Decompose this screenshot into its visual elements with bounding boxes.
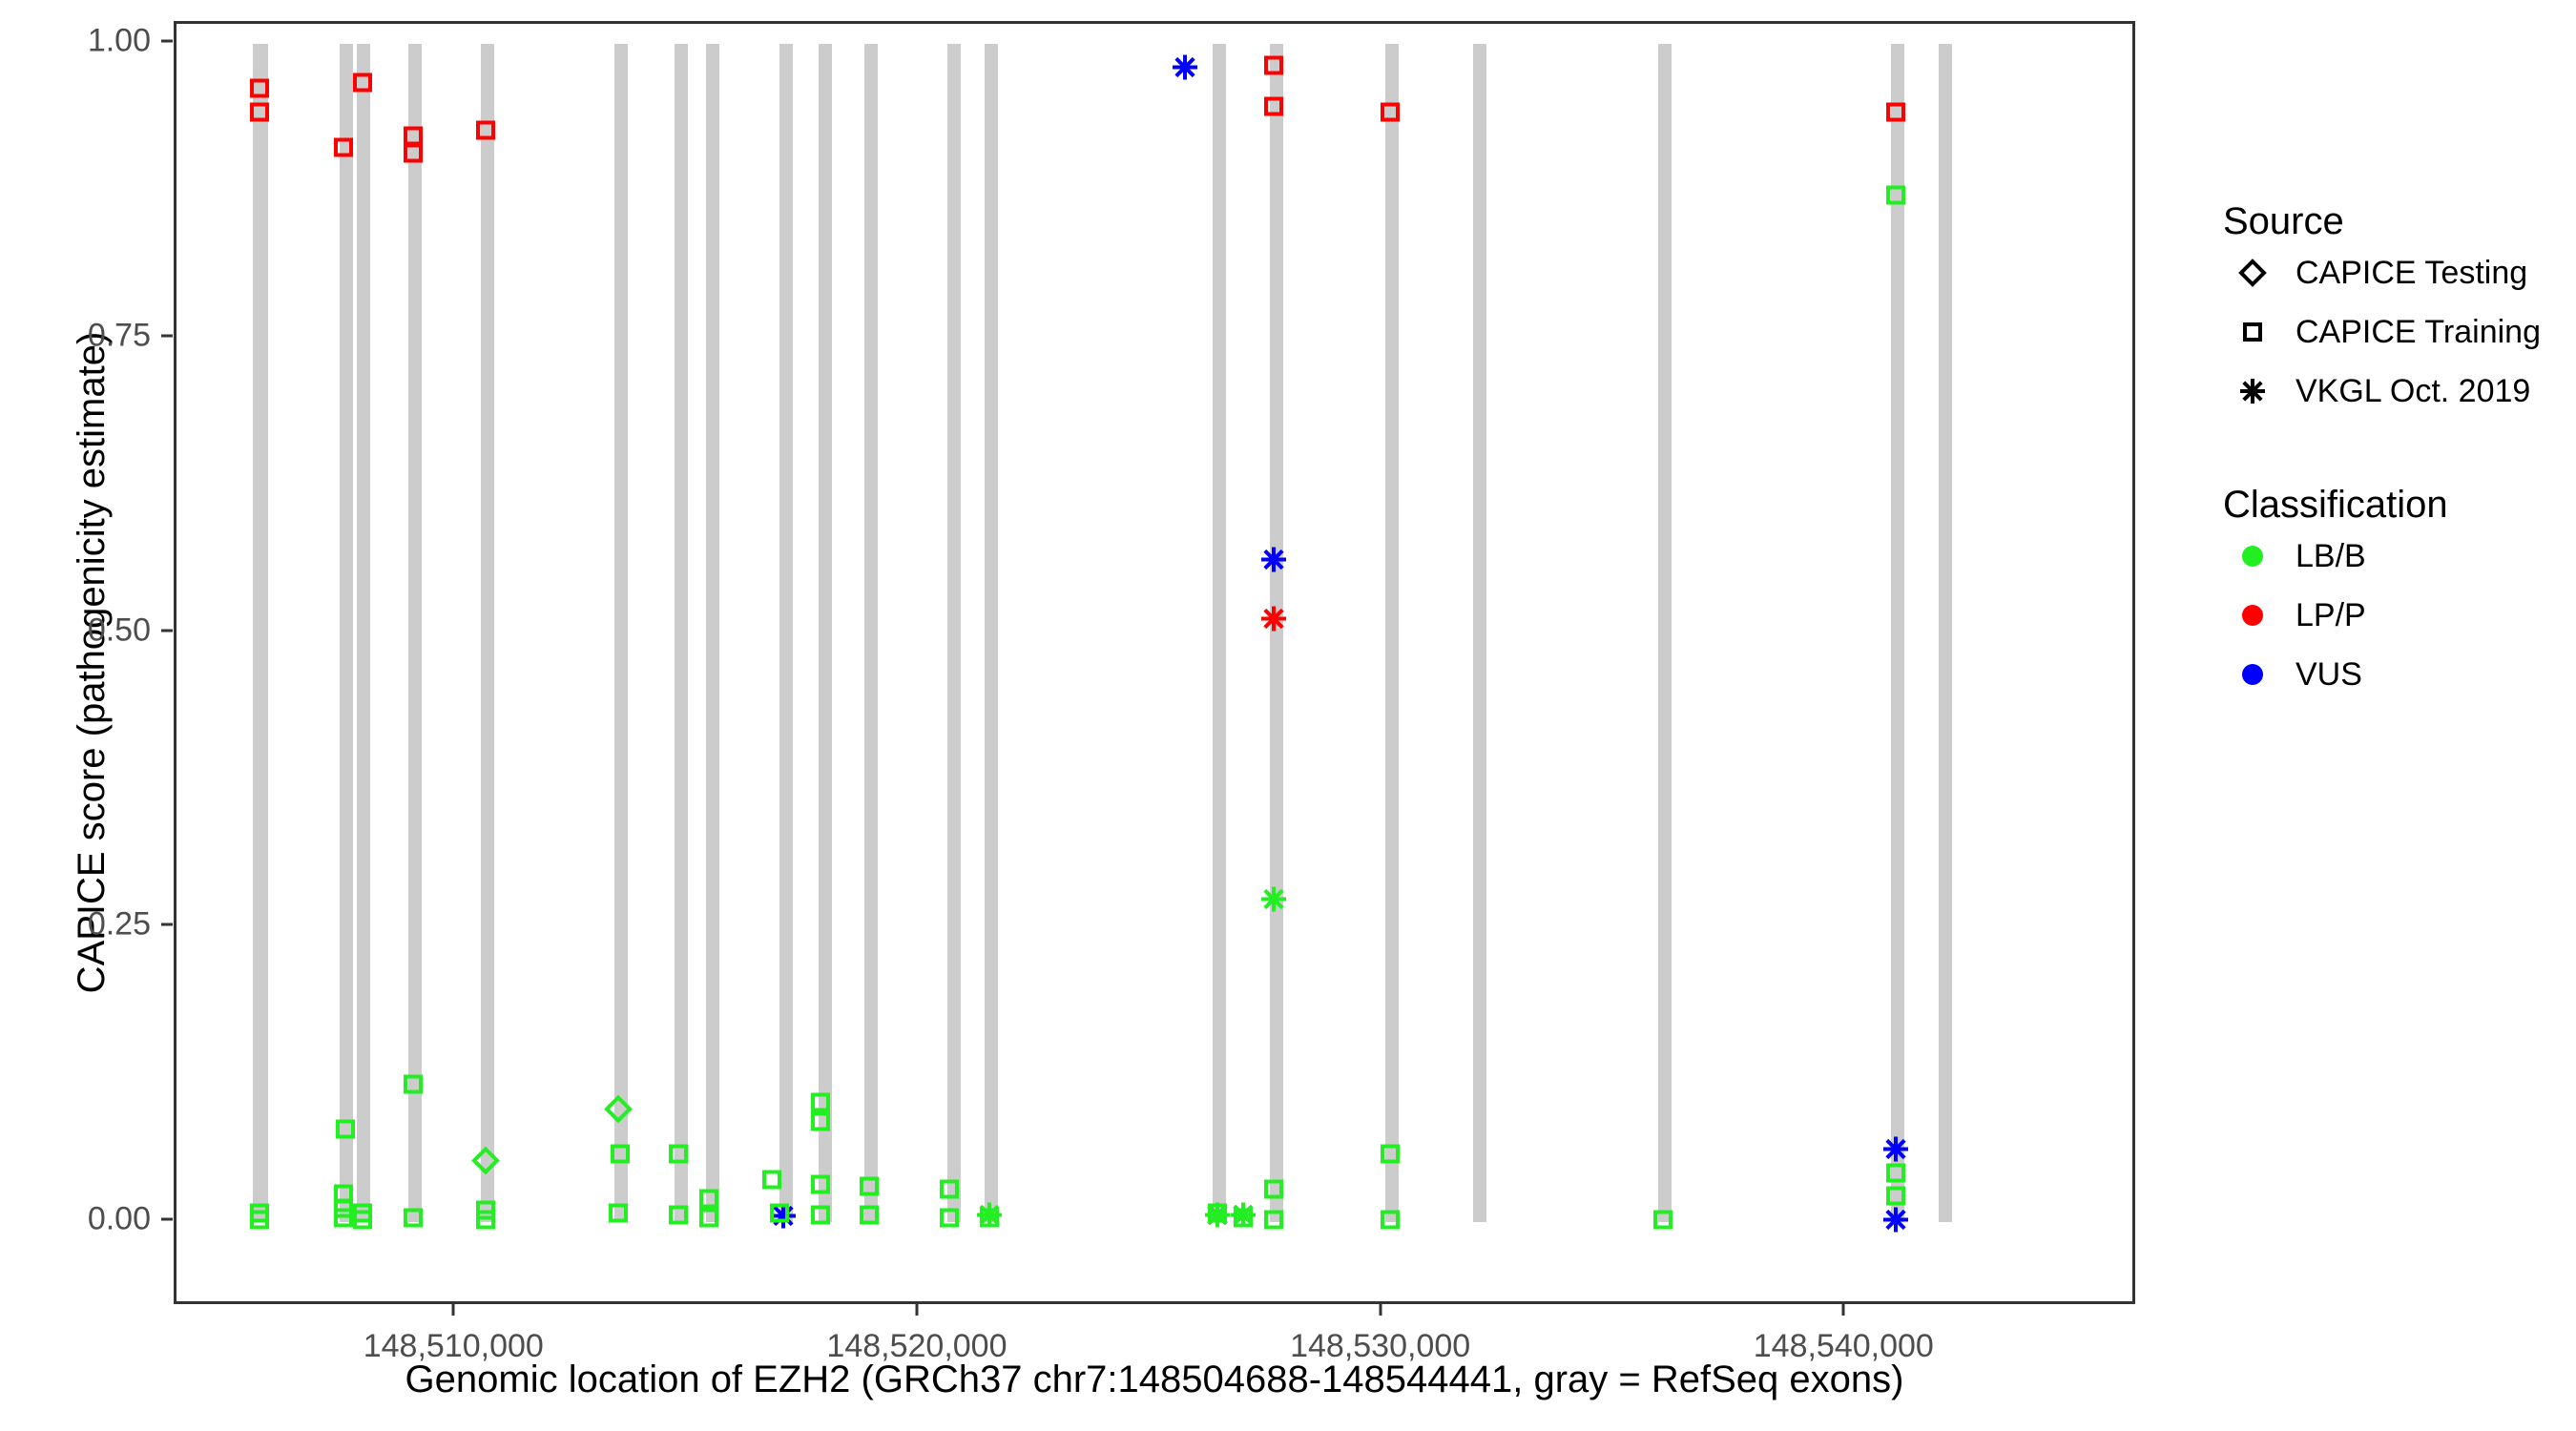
- legend-item-vus[interactable]: VUS: [2223, 645, 2576, 704]
- legend-item-label: VKGL Oct. 2019: [2296, 372, 2531, 409]
- legend: Source CAPICE Testing CAPICE Training VKGL…: [2223, 0, 2576, 704]
- exon-band: [946, 44, 961, 1222]
- legend-item-label: CAPICE Training: [2296, 313, 2541, 350]
- legend-title-classification: Classification: [2223, 484, 2448, 526]
- exon-band: [705, 44, 719, 1222]
- y-axis-title: CAPICE score (pathogenicity estimate): [70, 331, 113, 994]
- legend-color-dot-icon: [2223, 586, 2282, 645]
- legend-item-label: LB/B: [2296, 537, 2366, 574]
- legend-title-source: Source: [2223, 200, 2344, 242]
- legend-group-source: CAPICE Testing CAPICE Training VKGL Oct. 2…: [2223, 243, 2576, 421]
- exon-band: [674, 44, 688, 1222]
- legend-item-label: VUS: [2296, 655, 2362, 693]
- x-tick-mark: [915, 1304, 919, 1316]
- exon-band: [1658, 44, 1672, 1222]
- data-point-asterisk: [1229, 1201, 1257, 1234]
- x-tick-label: 148,530,000: [1290, 1328, 1471, 1364]
- legend-item-label: CAPICE Testing: [2296, 254, 2528, 291]
- y-tick-label: 0.50: [87, 612, 151, 648]
- legend-item-capice-training[interactable]: CAPICE Training: [2223, 302, 2576, 362]
- y-tick-mark: [161, 39, 173, 43]
- exon-band: [1472, 44, 1486, 1222]
- legend-item-lb-b[interactable]: LB/B: [2223, 527, 2576, 586]
- y-tick-label: 0.75: [87, 317, 151, 354]
- exon-band: [481, 44, 495, 1222]
- data-point-square: [1229, 1203, 1257, 1236]
- exon-band: [1890, 44, 1904, 1222]
- exon-band: [339, 44, 353, 1222]
- exon-band: [863, 44, 878, 1222]
- exon-band: [408, 44, 423, 1222]
- plot-panel: [174, 21, 2135, 1304]
- x-axis-title: Genomic location of EZH2 (GRCh37 chr7:14…: [405, 1358, 1904, 1400]
- x-tick-mark: [451, 1304, 455, 1316]
- legend-diamond-icon: [2223, 243, 2282, 302]
- y-tick-mark: [161, 1217, 173, 1221]
- exon-band: [984, 44, 998, 1222]
- exon-band: [818, 44, 832, 1222]
- exon-band: [779, 44, 793, 1222]
- y-tick-label: 0.25: [87, 905, 151, 943]
- exon-band: [1270, 44, 1284, 1222]
- y-tick-mark: [161, 334, 173, 338]
- x-tick-mark: [1841, 1304, 1845, 1316]
- x-tick-label: 148,520,000: [826, 1328, 1008, 1364]
- legend-color-dot-icon: [2223, 645, 2282, 704]
- exon-band: [252, 44, 268, 1222]
- legend-color-dot-icon: [2223, 527, 2282, 586]
- y-tick-label: 0.00: [87, 1200, 151, 1237]
- legend-item-capice-testing[interactable]: CAPICE Testing: [2223, 243, 2576, 302]
- y-tick-mark: [161, 923, 173, 926]
- y-tick-label: 1.00: [87, 22, 151, 59]
- legend-asterisk-icon: [2223, 362, 2282, 421]
- exon-band: [613, 44, 628, 1222]
- exon-band: [1939, 44, 1953, 1222]
- y-tick-mark: [161, 629, 173, 632]
- exon-band: [357, 44, 371, 1222]
- x-tick-label: 148,540,000: [1753, 1328, 1934, 1364]
- x-tick-mark: [1379, 1304, 1382, 1316]
- exon-band: [1384, 44, 1399, 1222]
- x-tick-label: 148,510,000: [363, 1328, 544, 1364]
- legend-item-label: LP/P: [2296, 596, 2366, 633]
- legend-square-icon: [2223, 302, 2282, 362]
- legend-group-classification: LB/B LP/P VUS: [2223, 527, 2576, 704]
- legend-item-lp-p[interactable]: LP/P: [2223, 586, 2576, 645]
- data-point-asterisk: [1229, 1201, 1257, 1234]
- data-point-asterisk: [1171, 53, 1199, 87]
- legend-item-vkgl-oct-2019[interactable]: VKGL Oct. 2019: [2223, 362, 2576, 421]
- exon-band: [1212, 44, 1226, 1222]
